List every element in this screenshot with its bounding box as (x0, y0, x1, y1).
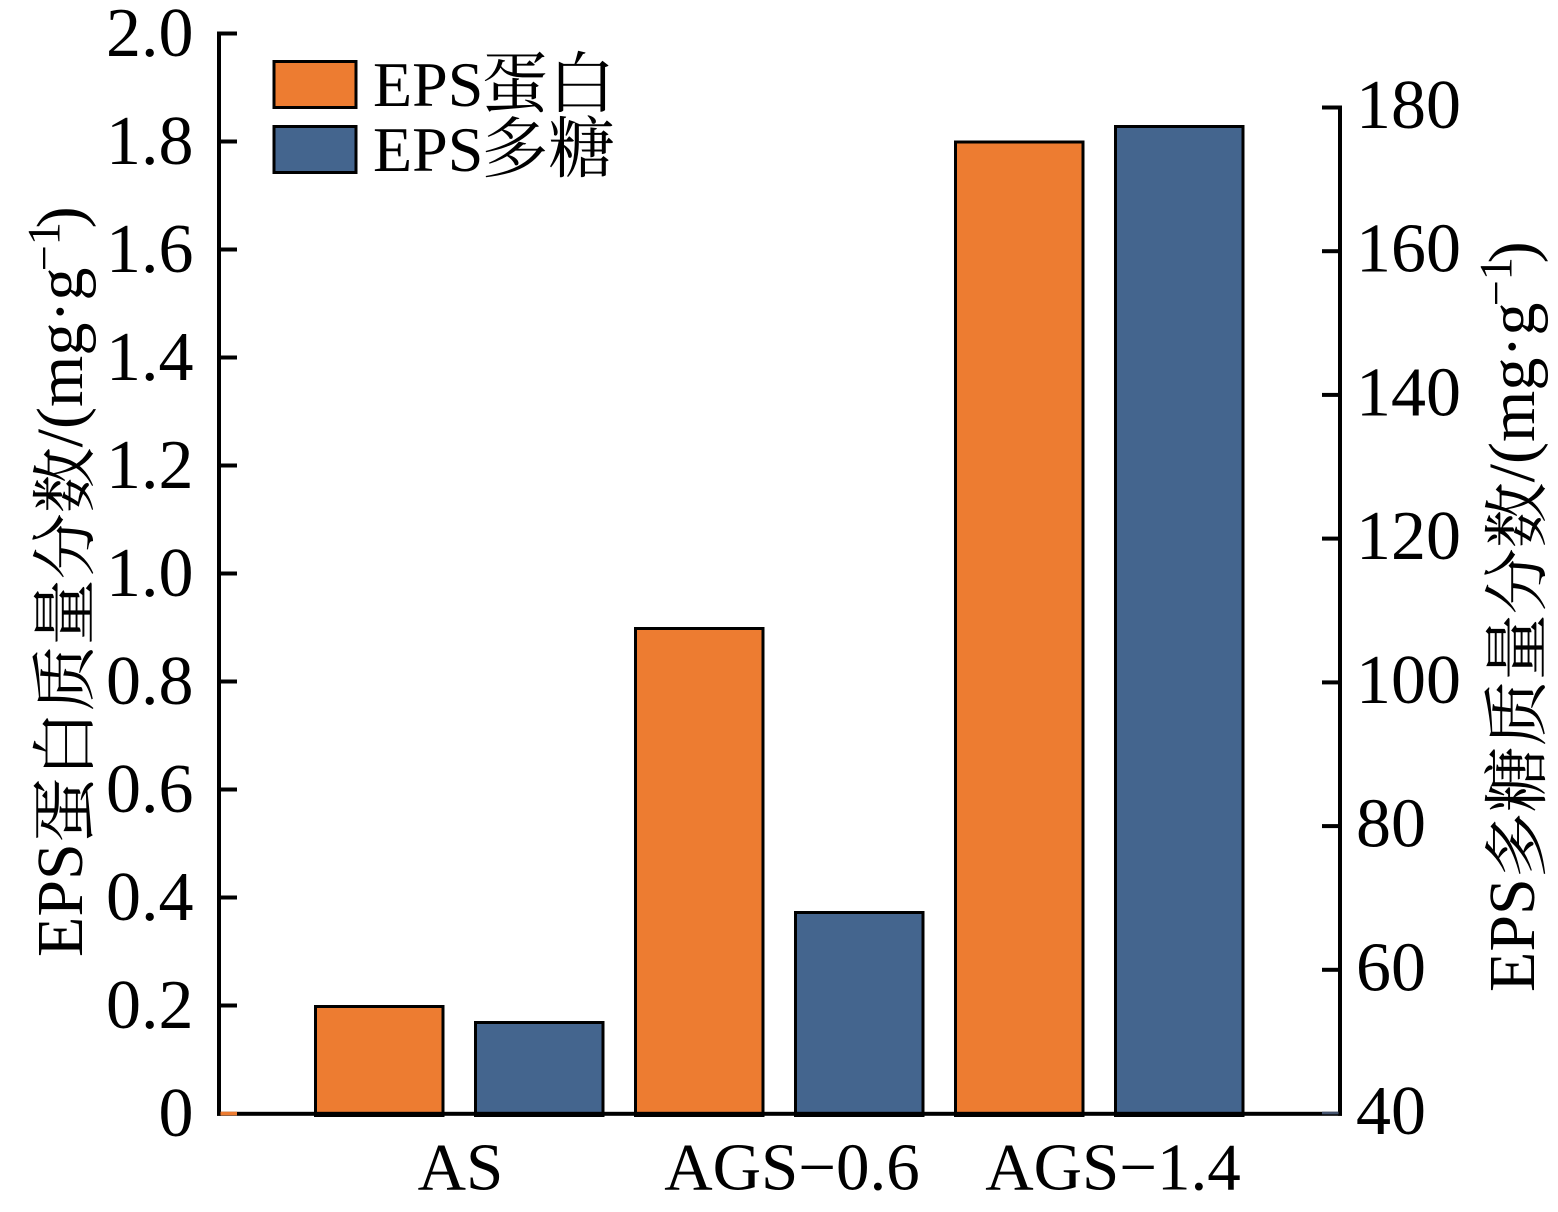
svg-text:0: 0 (159, 1075, 194, 1152)
svg-text:1.8: 1.8 (106, 103, 194, 180)
svg-text:1.0: 1.0 (106, 535, 194, 612)
svg-text:60: 60 (1356, 929, 1426, 1006)
svg-text:EPS: EPS (373, 49, 483, 120)
svg-text:140: 140 (1356, 354, 1461, 431)
svg-text:160: 160 (1356, 211, 1461, 288)
svg-text:120: 120 (1356, 498, 1461, 575)
svg-text:80: 80 (1356, 786, 1426, 863)
svg-text:180: 180 (1356, 67, 1461, 144)
svg-text:−1: −1 (18, 222, 69, 271)
svg-text:/(mg·g: /(mg·g (24, 268, 97, 448)
svg-text:/(mg·g: /(mg·g (1476, 303, 1549, 483)
svg-text:): ) (24, 206, 97, 228)
svg-text:100: 100 (1356, 642, 1461, 719)
svg-text:1.4: 1.4 (106, 319, 194, 396)
svg-text:40: 40 (1356, 1073, 1426, 1150)
svg-text:0.2: 0.2 (106, 967, 194, 1044)
svg-text:): ) (1476, 241, 1549, 263)
svg-text:0.6: 0.6 (106, 751, 194, 828)
svg-text:−1: −1 (1470, 257, 1521, 306)
svg-text:EPS: EPS (373, 114, 483, 185)
svg-text:1.2: 1.2 (106, 427, 194, 504)
svg-text:2.0: 2.0 (106, 0, 194, 72)
svg-text:AGS−0.6: AGS−0.6 (664, 1131, 920, 1205)
svg-text:AGS−1.4: AGS−1.4 (985, 1131, 1241, 1205)
svg-text:EPS: EPS (24, 843, 97, 957)
svg-text:0.8: 0.8 (106, 643, 194, 720)
svg-text:1.6: 1.6 (106, 211, 194, 288)
svg-text:AS: AS (418, 1131, 504, 1205)
svg-text:0.4: 0.4 (106, 859, 194, 936)
svg-text:EPS: EPS (1476, 878, 1549, 992)
